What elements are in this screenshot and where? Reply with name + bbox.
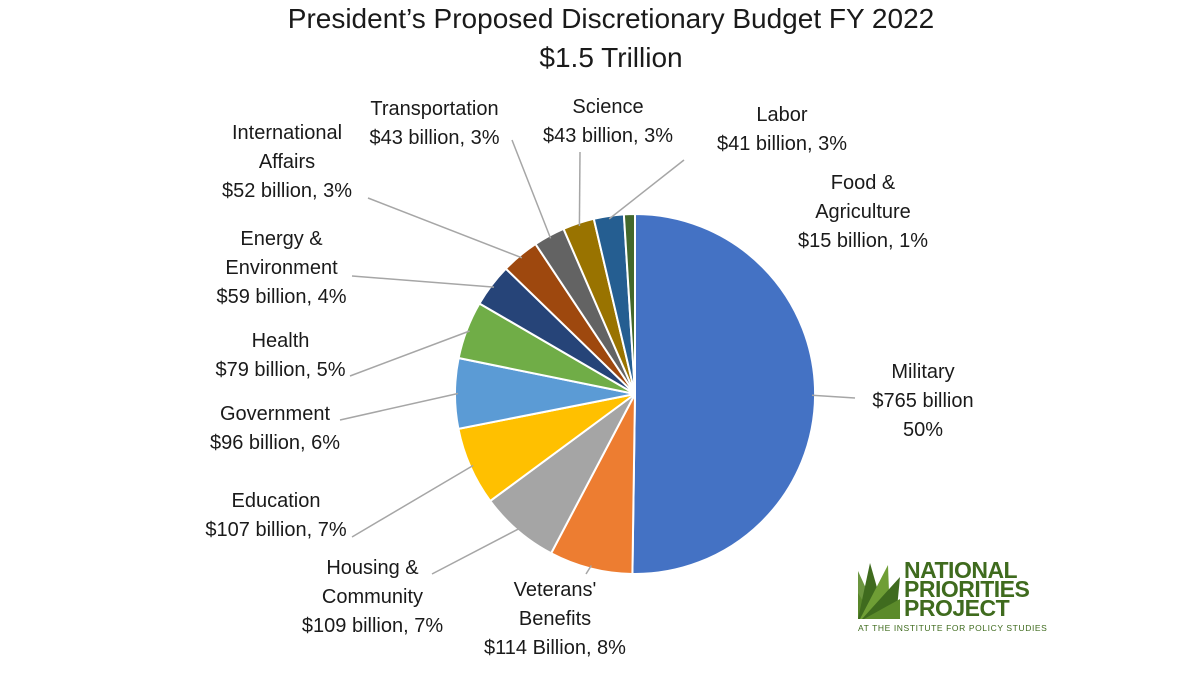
leader-line-military xyxy=(811,394,856,399)
pie-slice-military xyxy=(631,212,817,575)
label-transportation: Transportation $43 billion, 3% xyxy=(369,98,500,149)
label-labor: Labor $41 billion, 3% xyxy=(716,104,848,155)
logo-tagline: AT THE INSTITUTE FOR POLICY STUDIES xyxy=(858,623,1048,633)
label-health: Health $79 billion, 5% xyxy=(215,330,346,381)
national-priorities-project-logo: NATIONAL PRIORITIES PROJECT AT THE INSTI… xyxy=(858,557,1068,633)
logo-line-1: NATIONAL xyxy=(904,557,1018,583)
label-military: Military $765 billion 50% xyxy=(872,361,974,441)
label-science: Science $43 billion, 3% xyxy=(542,96,674,147)
leader-line-energy xyxy=(351,275,495,288)
sunburst-icon xyxy=(858,563,900,619)
leader-line-international xyxy=(367,197,523,259)
leader-line-health xyxy=(349,330,470,377)
label-government: Government $96 billion, 6% xyxy=(209,403,341,454)
label-veterans-benefits: Veterans' Benefits $114 Billion, 8% xyxy=(484,579,626,659)
leader-line-transportation xyxy=(511,139,552,239)
logo-line-2: PRIORITIES xyxy=(904,576,1030,602)
label-international-affairs: International Affairs $52 billion, 3% xyxy=(221,122,353,202)
chart-subtitle: $1.5 Trillion xyxy=(539,42,683,73)
label-education: Education $107 billion, 7% xyxy=(205,490,347,541)
chart-title: President’s Proposed Discretionary Budge… xyxy=(287,3,935,34)
pie-slice-food xyxy=(622,212,636,395)
leader-line-education xyxy=(351,464,474,538)
label-housing-community: Housing & Community $109 billion, 7% xyxy=(301,557,444,637)
leader-line-housing xyxy=(431,527,521,575)
label-food-agriculture: Food & Agriculture $15 billion, 1% xyxy=(797,172,929,252)
leader-line-science xyxy=(578,151,581,227)
leader-line-government xyxy=(339,392,459,421)
leader-line-veterans xyxy=(585,565,592,575)
label-energy-environment: Energy & Environment $59 billion, 4% xyxy=(216,228,347,308)
leader-line-labor xyxy=(608,159,685,220)
logo-line-3: PROJECT xyxy=(904,595,1010,621)
